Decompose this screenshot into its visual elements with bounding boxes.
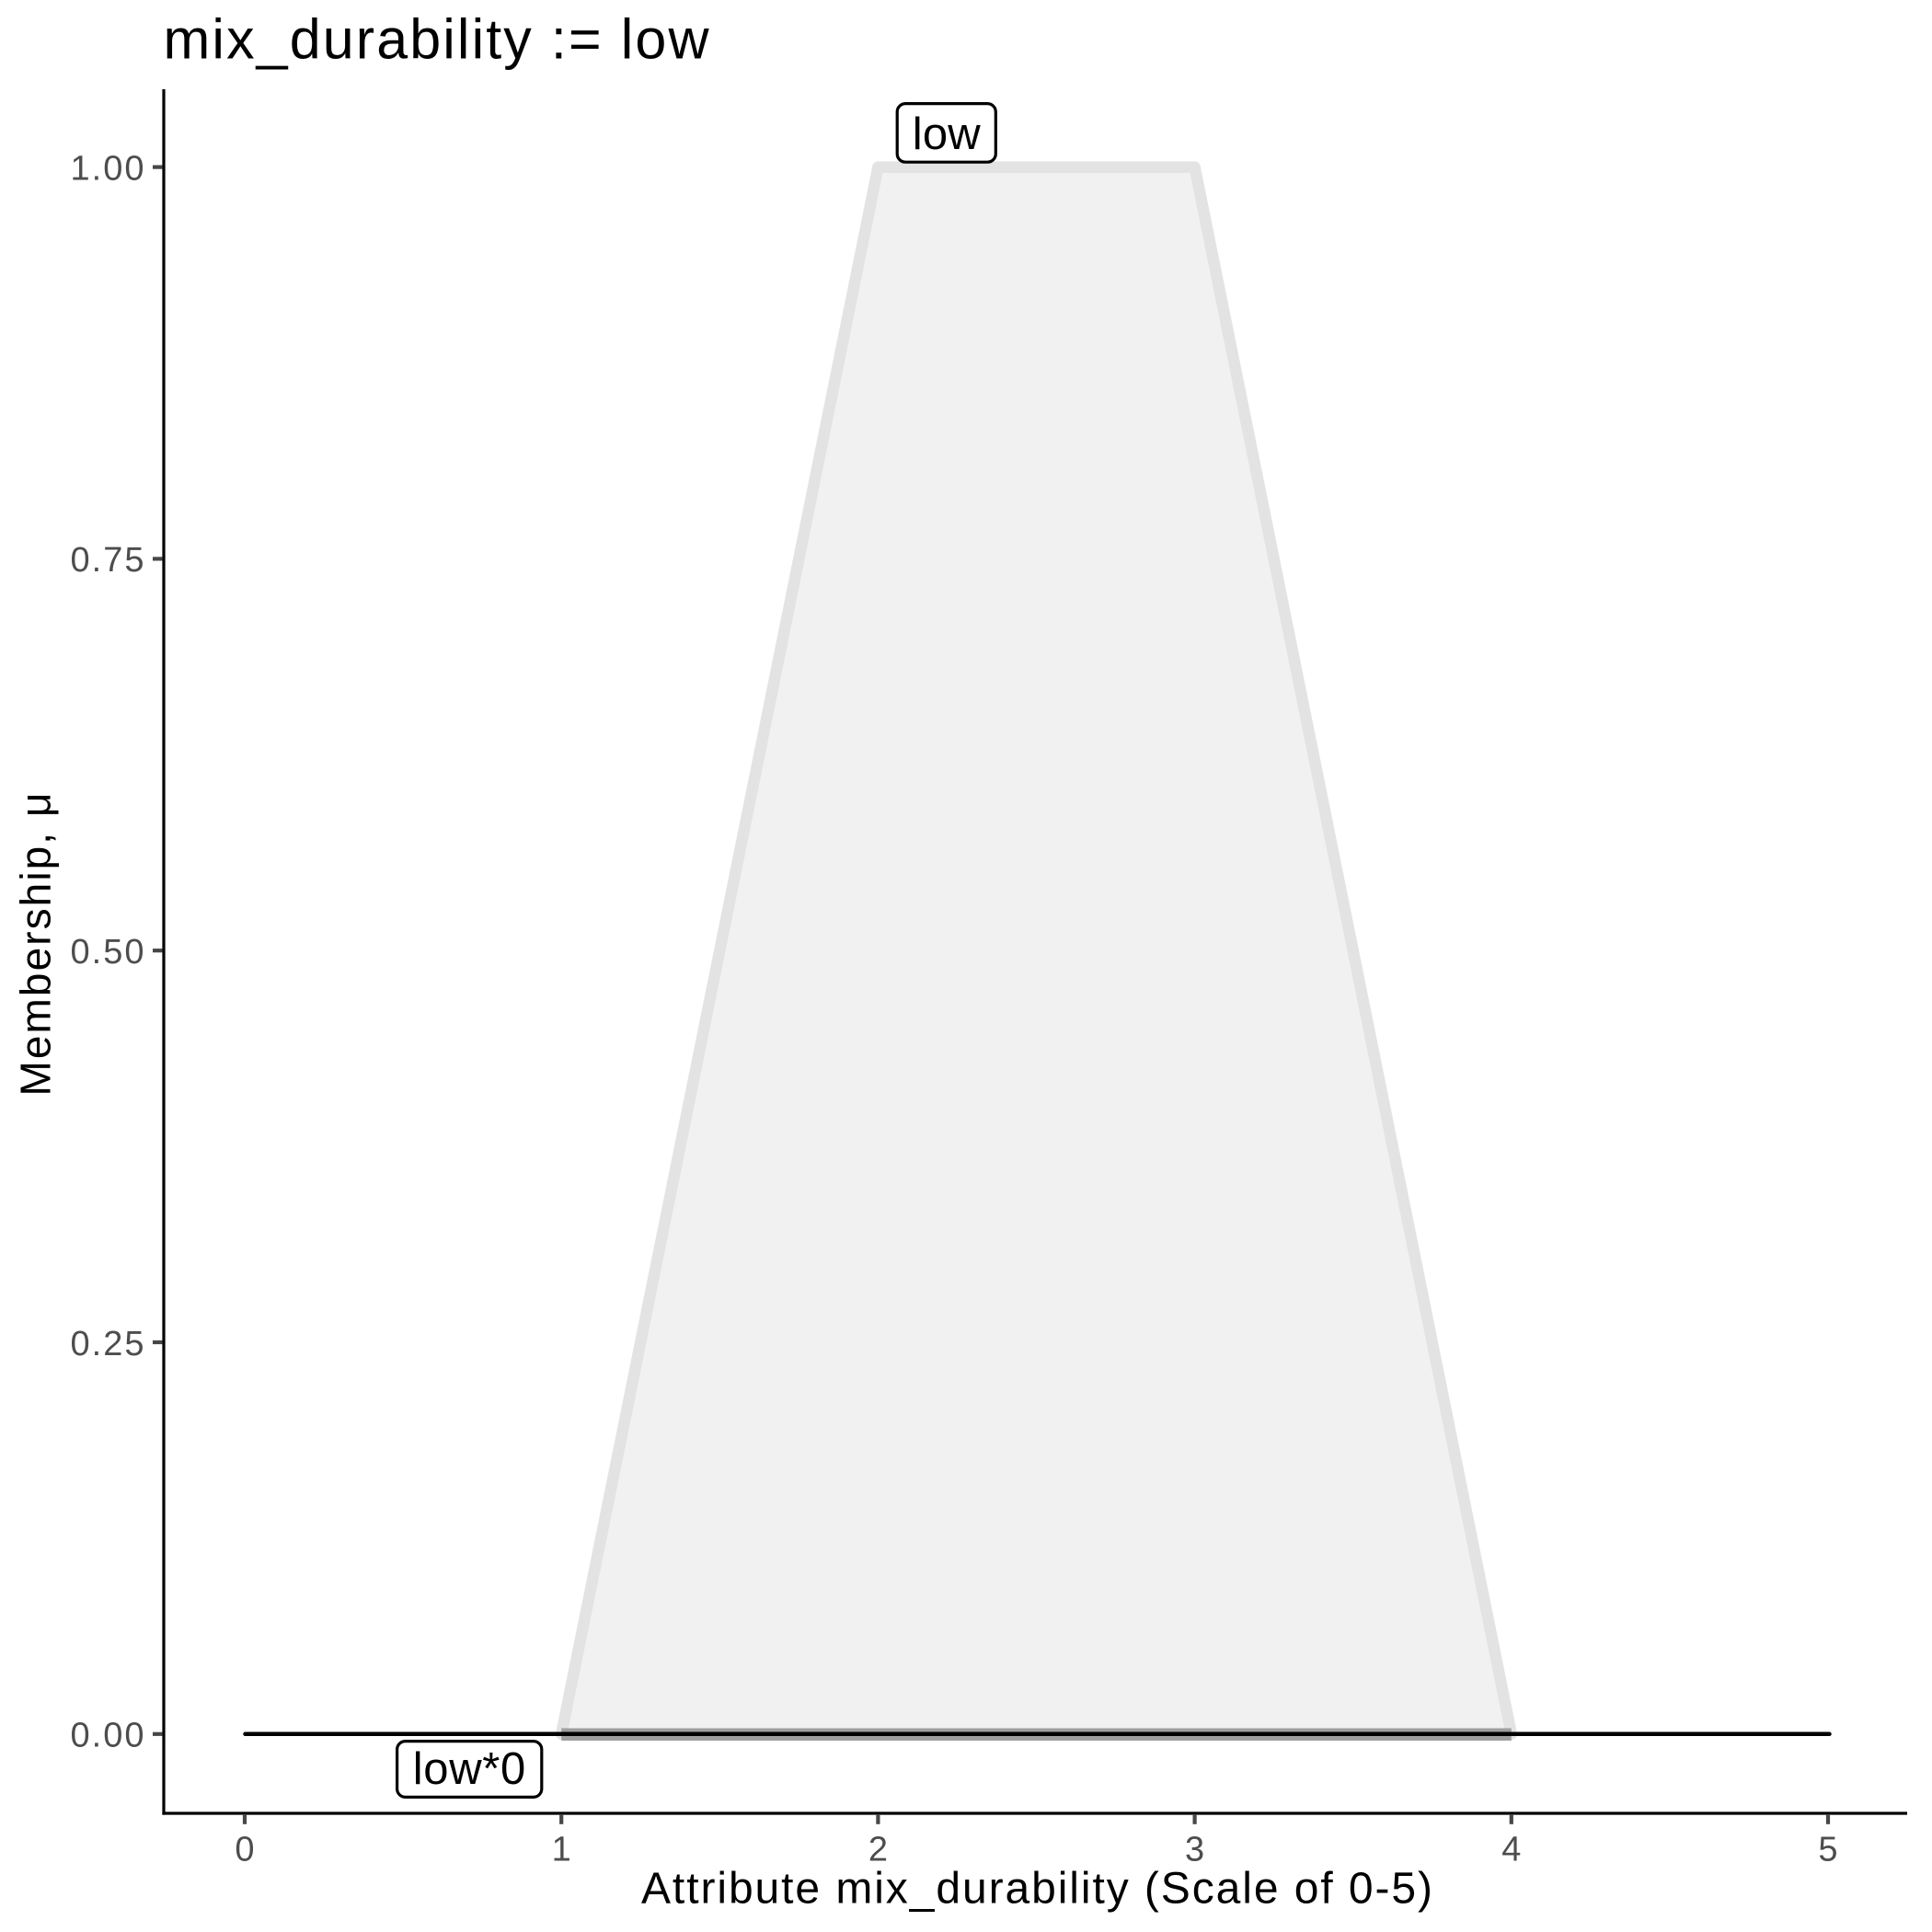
svg-text:4: 4 <box>1501 1830 1521 1869</box>
svg-text:0: 0 <box>235 1830 254 1869</box>
svg-text:1.00: 1.00 <box>71 149 144 188</box>
svg-text:0.75: 0.75 <box>71 541 144 580</box>
svg-text:1: 1 <box>552 1830 571 1869</box>
svg-text:3: 3 <box>1185 1830 1204 1869</box>
svg-text:5: 5 <box>1818 1830 1837 1869</box>
svg-text:Attribute mix_durability (Scal: Attribute mix_durability (Scale of 0-5) <box>641 1865 1432 1914</box>
svg-text:0.00: 0.00 <box>71 1717 144 1755</box>
svg-text:Membership, μ: Membership, μ <box>12 793 60 1097</box>
svg-text:2: 2 <box>868 1830 888 1869</box>
svg-text:mix_durability := low: mix_durability := low <box>164 8 710 71</box>
svg-text:low*0: low*0 <box>413 1744 526 1794</box>
svg-text:0.25: 0.25 <box>71 1325 144 1363</box>
svg-text:0.50: 0.50 <box>71 933 144 972</box>
svg-text:low: low <box>913 109 982 159</box>
